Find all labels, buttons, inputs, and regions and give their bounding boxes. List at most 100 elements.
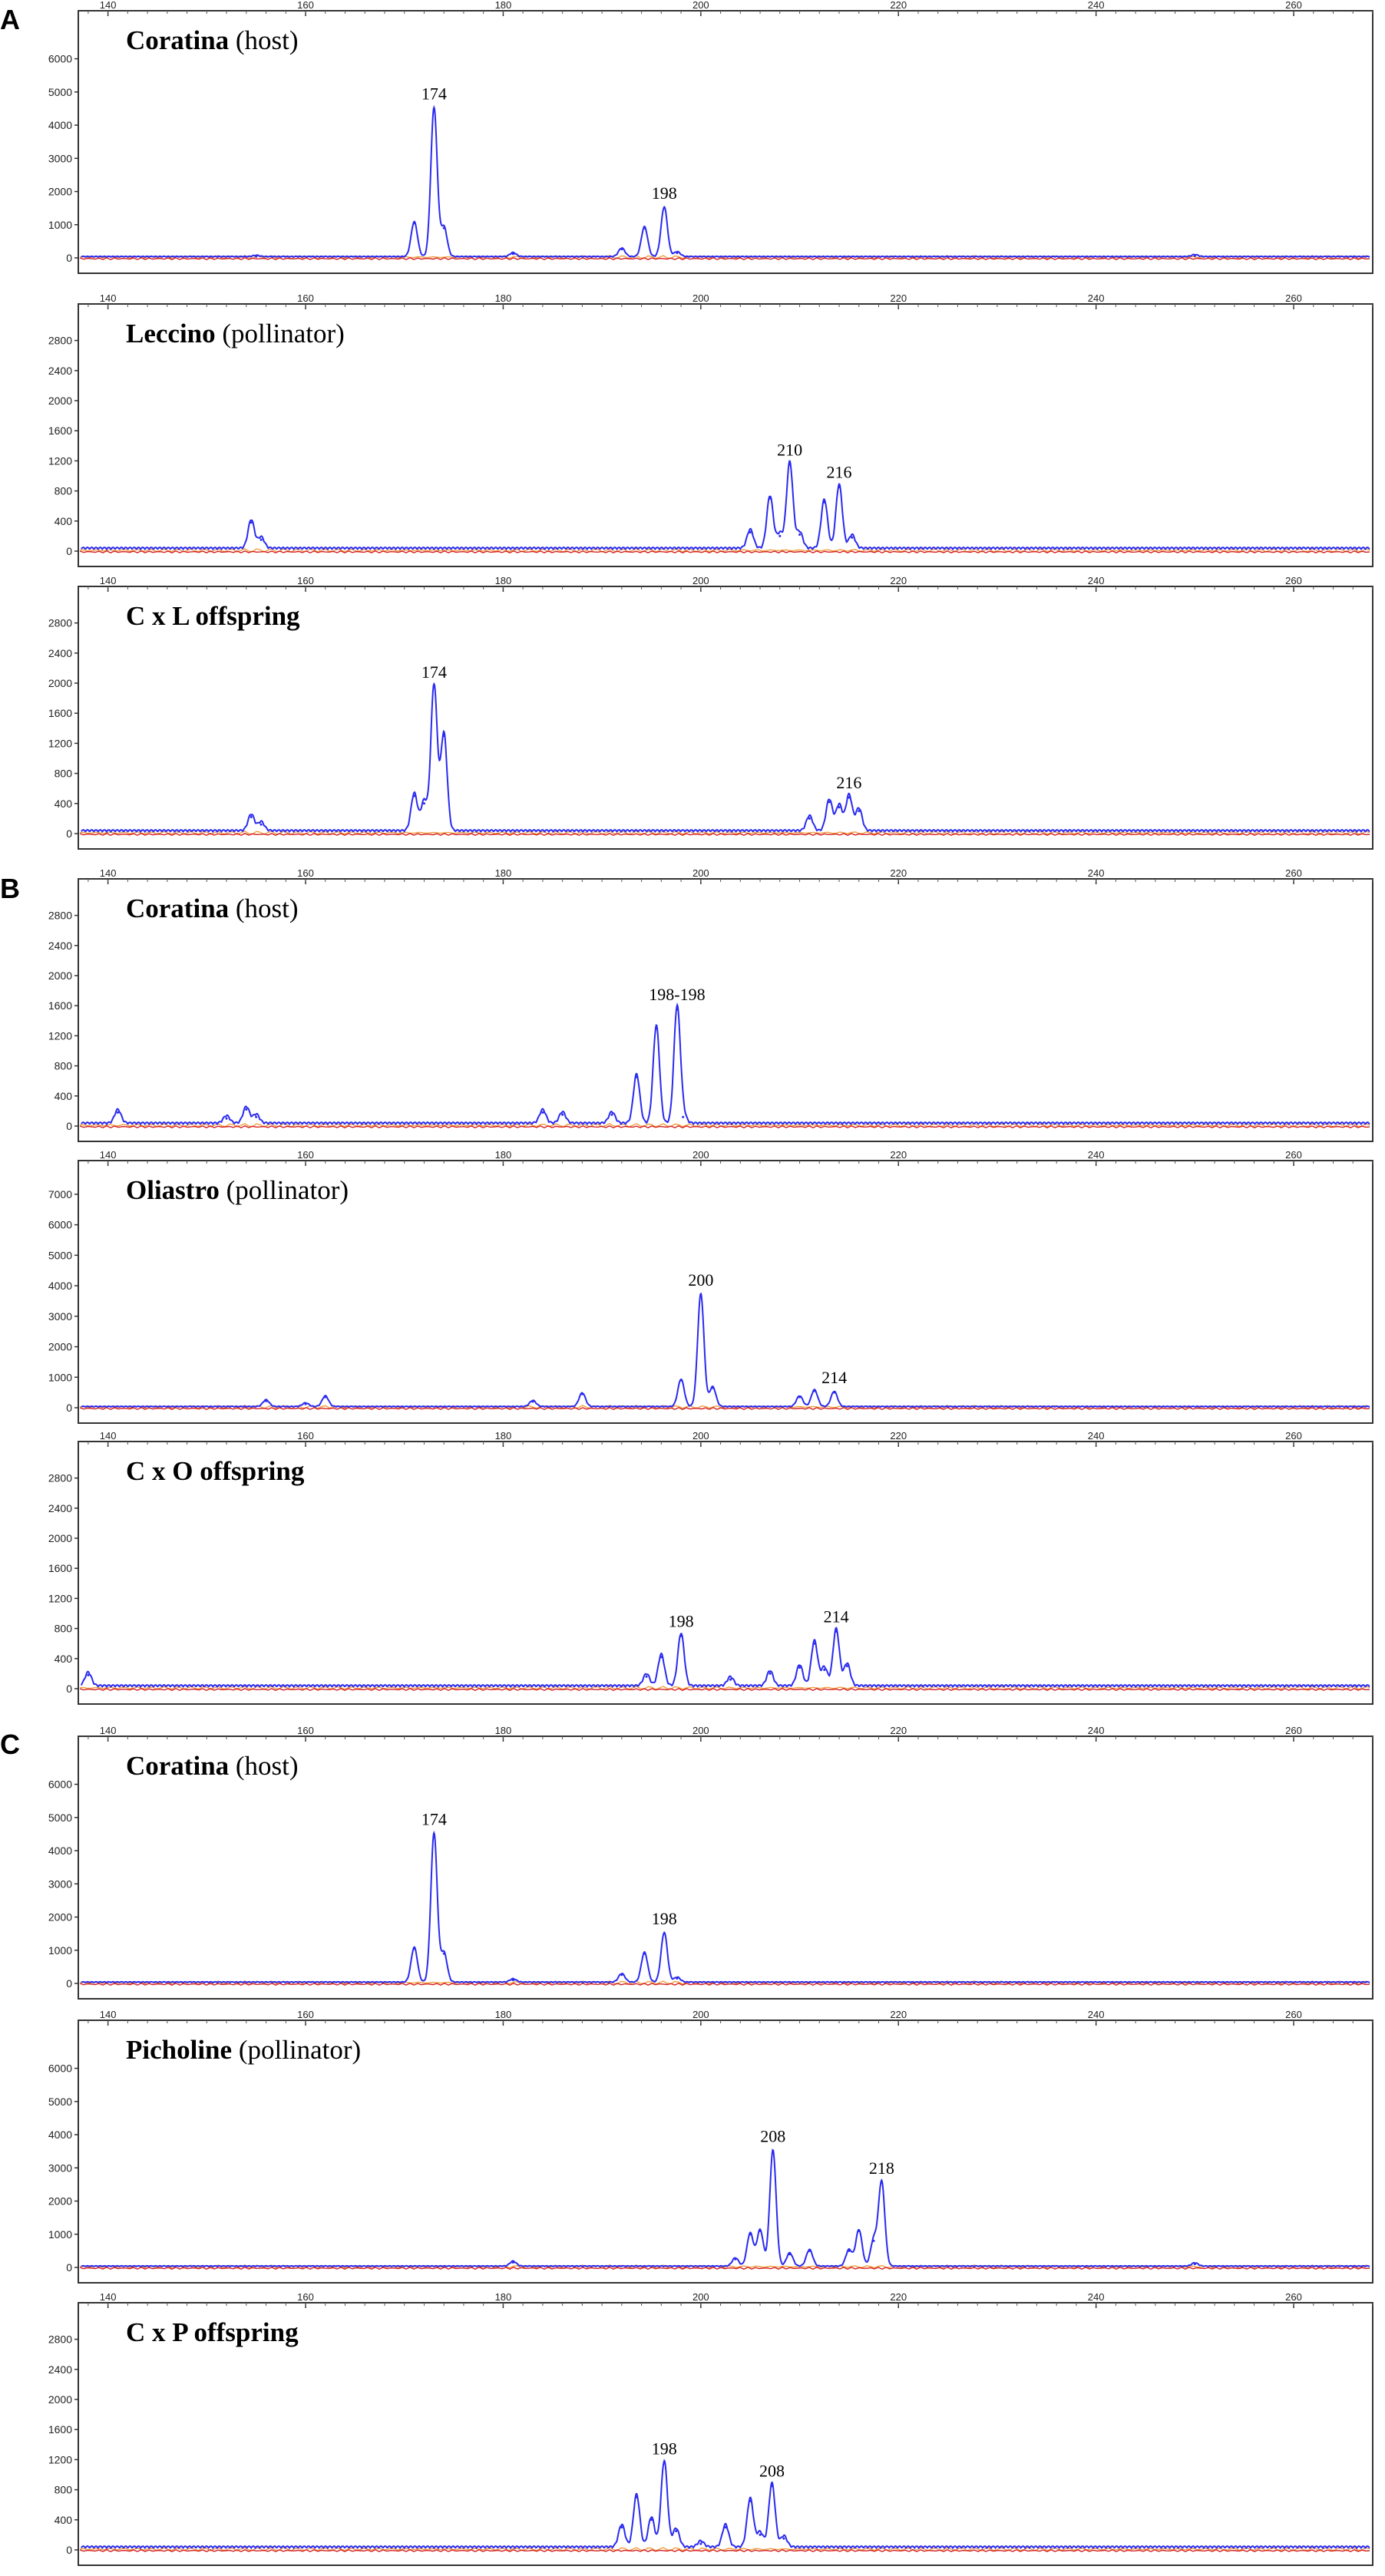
peak-point — [561, 1113, 564, 1116]
y-tick-label: 400 — [55, 1653, 73, 1665]
section-letter-c: C — [0, 1729, 20, 1760]
y-tick-label: 4000 — [48, 119, 72, 131]
panel-title-role: (host) — [229, 893, 298, 923]
fluorescence-trace — [81, 104, 1370, 259]
peak-point — [770, 2485, 773, 2488]
panel-frame — [78, 1735, 1373, 2000]
x-tick-label: 240 — [1088, 1725, 1105, 1736]
y-tick-label: 2000 — [48, 395, 72, 407]
peak-point — [511, 2261, 514, 2264]
peak-point — [643, 1952, 646, 1955]
y-tick-label: 0 — [66, 1977, 72, 1990]
panel-frame — [78, 878, 1373, 1142]
peak-point — [663, 206, 666, 210]
peak-label: 214 — [821, 1368, 847, 1387]
x-tick-label: 240 — [1088, 867, 1105, 879]
y-tick-label: 1000 — [48, 219, 72, 231]
peak-point — [250, 521, 253, 524]
peak-point — [580, 1392, 583, 1395]
peak-point — [620, 248, 623, 251]
x-tick-label: 260 — [1285, 575, 1302, 586]
x-tick-label: 240 — [1088, 2009, 1105, 2020]
x-tick-label: 200 — [692, 1149, 709, 1161]
panel-frame — [78, 586, 1373, 850]
y-tick-label: 0 — [66, 1402, 72, 1414]
peak-point — [259, 823, 263, 826]
peak-label: 174 — [421, 662, 447, 682]
y-tick-label: 0 — [66, 1683, 72, 1695]
peak-point — [304, 1402, 307, 1405]
peak-point — [265, 1399, 268, 1402]
peak-point — [729, 1678, 732, 1681]
peak-point — [749, 2499, 752, 2502]
x-tick-label: 260 — [1285, 292, 1302, 304]
y-tick-label: 800 — [55, 1623, 73, 1635]
peak-point — [663, 1932, 666, 1935]
panel-title-cultivar: Coratina — [126, 1751, 229, 1781]
peak-point — [432, 107, 435, 110]
peak-point — [413, 794, 416, 798]
fluorescence-trace — [81, 682, 1370, 834]
peak-label: 216 — [836, 773, 861, 792]
baseline-trace-red — [79, 1407, 1370, 1410]
peak-point — [116, 1111, 119, 1114]
x-tick-label: 200 — [692, 1725, 709, 1736]
x-tick-label: 160 — [297, 2291, 314, 2303]
y-tick-label: 2000 — [48, 2195, 72, 2208]
peak-point — [659, 1656, 663, 1659]
y-tick-label: 5000 — [48, 1249, 72, 1261]
x-tick-label: 220 — [890, 292, 907, 304]
peak-point — [645, 1675, 648, 1678]
y-tick-label: 6000 — [48, 53, 72, 65]
panel-8: 140 160 180 200 220 240 260 0 1000 2000 3000 4000 50… — [48, 2009, 1373, 2284]
peak-point — [422, 802, 425, 805]
y-tick-label: 1600 — [48, 707, 72, 719]
y-tick-label: 5000 — [48, 1811, 72, 1824]
y-tick-label: 2000 — [48, 1341, 72, 1353]
x-tick-label: 240 — [1088, 0, 1105, 11]
peak-point — [245, 1108, 248, 1111]
x-tick-label: 220 — [890, 575, 907, 586]
baseline-trace-red — [79, 2267, 1370, 2270]
y-tick-label: 2000 — [48, 186, 72, 198]
fluorescence-trace — [81, 2148, 1370, 2268]
peak-point — [734, 2257, 737, 2261]
peak-point — [813, 1389, 816, 1392]
fluorescence-trace — [81, 1292, 1370, 1409]
panel-6: 140 160 180 200 220 240 260 0 400 800 1200 1600 2000… — [48, 1430, 1373, 1705]
peak-point — [833, 1391, 836, 1394]
x-tick-label: 220 — [890, 1725, 907, 1736]
x-tick-label: 180 — [495, 1149, 512, 1161]
panel-title: Coratina (host) — [126, 1751, 299, 1781]
peak-point — [413, 1947, 416, 1950]
x-tick-label: 260 — [1285, 867, 1302, 879]
x-tick-label: 200 — [692, 575, 709, 586]
y-tick-label: 1200 — [48, 2453, 72, 2465]
panel-frame — [78, 2302, 1373, 2566]
baseline-trace-red — [79, 833, 1370, 836]
peak-label: 198 — [652, 2439, 677, 2458]
peak-label: 214 — [824, 1607, 849, 1627]
x-tick-label: 200 — [692, 2291, 709, 2303]
peak-point — [759, 2533, 762, 2536]
peak-point — [610, 1113, 613, 1116]
y-tick-label: 800 — [55, 2484, 73, 2496]
y-tick-label: 3000 — [48, 1878, 72, 1890]
x-tick-label: 160 — [297, 1430, 314, 1442]
x-tick-label: 220 — [890, 0, 907, 11]
peak-label: 200 — [688, 1270, 713, 1290]
panel-title-cultivar: C x O offspring — [126, 1456, 305, 1486]
peak-point — [749, 2233, 752, 2236]
x-tick-label: 160 — [297, 867, 314, 879]
peak-point — [676, 252, 679, 255]
panel-title-role: (host) — [229, 25, 298, 55]
peak-point — [643, 226, 646, 230]
x-tick-label: 200 — [692, 292, 709, 304]
x-tick-label: 200 — [692, 867, 709, 879]
panel-title-role: (host) — [229, 1751, 298, 1781]
y-tick-label: 2000 — [48, 969, 72, 982]
peak-point — [798, 533, 802, 536]
x-tick-label: 180 — [495, 2291, 512, 2303]
peak-point — [250, 815, 253, 818]
panel-title-cultivar: Leccino — [126, 319, 216, 348]
